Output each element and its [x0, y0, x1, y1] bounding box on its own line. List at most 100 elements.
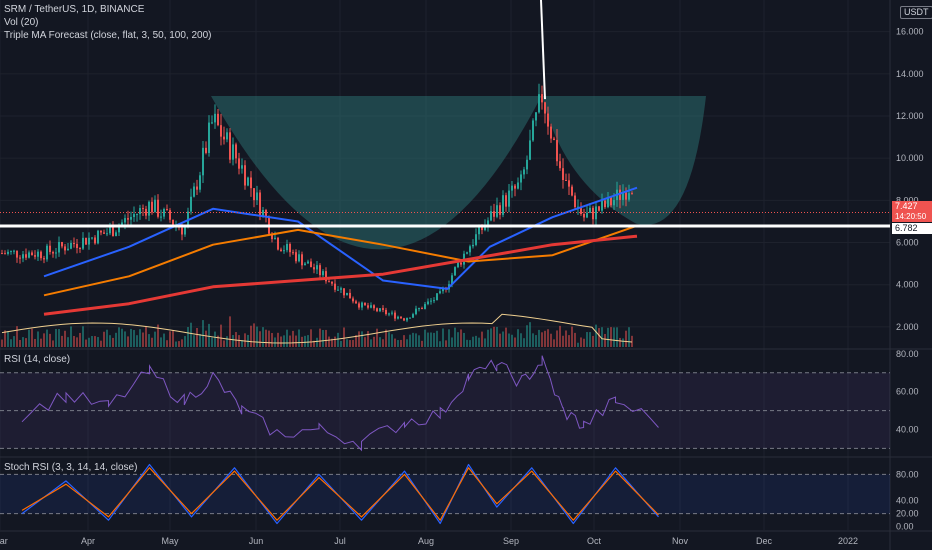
candle-body[interactable] — [145, 208, 147, 216]
candle-body[interactable] — [211, 122, 213, 124]
candle-body[interactable] — [91, 237, 93, 239]
candle-body[interactable] — [454, 267, 456, 276]
candle-body[interactable] — [388, 313, 390, 315]
candle-body[interactable] — [457, 262, 459, 268]
candle-body[interactable] — [478, 224, 480, 235]
candle-body[interactable] — [442, 287, 444, 292]
candle-body[interactable] — [229, 132, 231, 160]
candle-body[interactable] — [259, 192, 261, 216]
candle-body[interactable] — [196, 186, 198, 190]
candle-body[interactable] — [559, 161, 561, 169]
candle-body[interactable] — [538, 94, 540, 113]
candle-body[interactable] — [97, 230, 99, 244]
candle-body[interactable] — [313, 267, 315, 270]
currency-badge[interactable]: USDT — [900, 6, 932, 19]
candle-body[interactable] — [151, 201, 153, 213]
symbol-legend[interactable]: SRM / TetherUS, 1D, BINANCE — [4, 4, 145, 15]
candle-body[interactable] — [70, 242, 72, 249]
candle-body[interactable] — [553, 138, 555, 140]
candle-body[interactable] — [487, 220, 489, 226]
candle-body[interactable] — [4, 253, 6, 255]
candle-body[interactable] — [499, 205, 501, 215]
candle-body[interactable] — [562, 168, 564, 181]
candle-body[interactable] — [472, 244, 474, 247]
candle-body[interactable] — [403, 318, 405, 321]
candle-body[interactable] — [370, 305, 372, 308]
candle-body[interactable] — [76, 243, 78, 249]
candle-body[interactable] — [532, 120, 534, 141]
candle-body[interactable] — [202, 147, 204, 176]
candle-body[interactable] — [367, 305, 369, 308]
candle-body[interactable] — [58, 241, 60, 253]
candle-body[interactable] — [73, 242, 75, 244]
candle-body[interactable] — [181, 227, 183, 235]
candle-body[interactable] — [241, 165, 243, 169]
candle-body[interactable] — [13, 250, 15, 252]
candle-body[interactable] — [172, 219, 174, 225]
candle-body[interactable] — [355, 301, 357, 304]
ma-line-200[interactable] — [43, 234, 638, 316]
candle-body[interactable] — [565, 180, 567, 182]
candle-body[interactable] — [88, 237, 90, 245]
cup-shape[interactable] — [211, 95, 542, 250]
candle-body[interactable] — [79, 248, 81, 250]
candle-body[interactable] — [82, 237, 84, 249]
candle-body[interactable] — [409, 317, 411, 319]
candle-body[interactable] — [220, 125, 222, 137]
candle-body[interactable] — [223, 136, 225, 140]
candle-body[interactable] — [610, 197, 612, 206]
candle-body[interactable] — [154, 199, 156, 213]
candle-body[interactable] — [235, 144, 237, 159]
candle-body[interactable] — [301, 254, 303, 266]
handle-shape[interactable] — [542, 95, 706, 225]
candle-body[interactable] — [28, 252, 30, 258]
cup-pattern-drawing[interactable] — [211, 95, 706, 250]
candle-body[interactable] — [361, 302, 363, 308]
candle-body[interactable] — [577, 206, 579, 208]
candle-body[interactable] — [325, 271, 327, 282]
stoch-rsi-pane[interactable] — [0, 463, 890, 525]
candle-body[interactable] — [43, 258, 45, 260]
candle-body[interactable] — [625, 192, 627, 200]
candle-body[interactable] — [163, 209, 165, 217]
candle-body[interactable] — [298, 254, 300, 262]
candle-body[interactable] — [337, 289, 339, 291]
stoch-line-d[interactable] — [21, 467, 659, 521]
candle-body[interactable] — [373, 305, 375, 309]
candle-body[interactable] — [112, 227, 114, 237]
candle-body[interactable] — [466, 252, 468, 254]
candle-body[interactable] — [283, 250, 285, 252]
candle-body[interactable] — [571, 186, 573, 196]
candle-body[interactable] — [397, 316, 399, 319]
candle-body[interactable] — [514, 185, 516, 189]
candle-body[interactable] — [127, 218, 129, 220]
candle-body[interactable] — [295, 252, 297, 262]
candle-body[interactable] — [316, 265, 318, 270]
candle-body[interactable] — [319, 265, 321, 276]
candle-body[interactable] — [424, 304, 426, 309]
candle-body[interactable] — [535, 112, 537, 121]
candle-body[interactable] — [100, 230, 102, 233]
candle-body[interactable] — [343, 288, 345, 296]
candle-body[interactable] — [37, 251, 39, 257]
candle-body[interactable] — [418, 308, 420, 310]
candle-body[interactable] — [574, 195, 576, 208]
candle-body[interactable] — [436, 293, 438, 301]
candle-body[interactable] — [103, 232, 105, 234]
candle-body[interactable] — [277, 237, 279, 250]
candle-body[interactable] — [1, 253, 3, 255]
candle-body[interactable] — [280, 249, 282, 252]
candle-body[interactable] — [190, 196, 192, 212]
candle-body[interactable] — [544, 102, 546, 114]
candle-body[interactable] — [226, 132, 228, 140]
candle-body[interactable] — [217, 113, 219, 126]
candle-body[interactable] — [583, 213, 585, 218]
candle-body[interactable] — [130, 216, 132, 220]
candle-body[interactable] — [160, 216, 162, 218]
candle-body[interactable] — [592, 207, 594, 220]
candle-body[interactable] — [109, 227, 111, 234]
candle-body[interactable] — [304, 263, 306, 266]
candle-body[interactable] — [490, 211, 492, 221]
candle-body[interactable] — [598, 206, 600, 211]
